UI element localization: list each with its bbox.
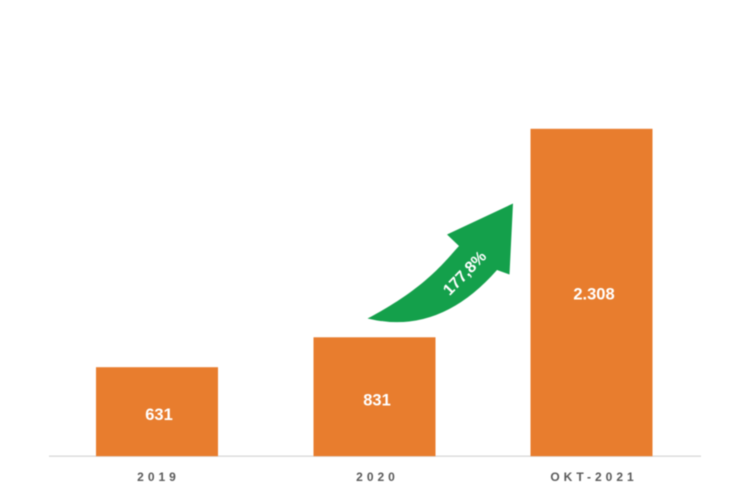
svg-text:OKT-2021: OKT-2021: [550, 470, 637, 484]
svg-text:2019: 2019: [137, 470, 180, 484]
svg-text:631: 631: [145, 406, 173, 424]
svg-text:2020: 2020: [356, 470, 399, 484]
svg-text:831: 831: [363, 392, 391, 410]
svg-text:2.308: 2.308: [573, 286, 614, 304]
